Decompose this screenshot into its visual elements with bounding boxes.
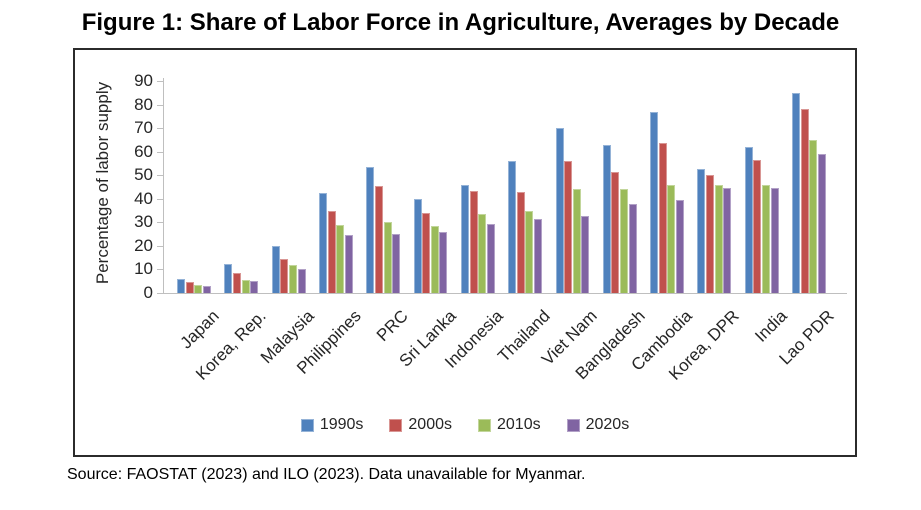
bar-2020s-malaysia (297, 269, 306, 293)
y-tick (157, 198, 163, 200)
y-tick (157, 222, 163, 224)
y-tick (157, 293, 163, 294)
bar-1990s-sri-lanka (413, 198, 422, 293)
x-axis-line (163, 293, 847, 294)
chart-frame: Percentage of labor supply 0 10 20 30 40 50 60… (73, 48, 857, 457)
bar-2010s-sri-lanka (430, 225, 439, 293)
bar-2000s-lao-pdr (800, 109, 809, 293)
y-tick (157, 104, 163, 106)
source-note: Source: FAOSTAT (2023) and ILO (2023). D… (67, 466, 586, 483)
bar-1990s-india (744, 147, 753, 293)
bar-2020s-lao-pdr (817, 154, 826, 293)
bar-2010s-malaysia (288, 264, 297, 293)
bar-1990s-prc (366, 167, 375, 293)
bar-2020s-prc (392, 234, 401, 293)
bar-2000s-indonesia (469, 190, 478, 293)
y-tick (157, 245, 163, 247)
bar-2000s-japan (185, 282, 194, 293)
bar-2000s-bangladesh (611, 171, 620, 293)
bar-2000s-korea-dpr (706, 175, 714, 293)
bar-2010s-cambodia (667, 184, 676, 293)
bar-1990s-thailand (508, 161, 517, 293)
plot-area: 0 10 20 30 40 50 60 70 80 90 Japan Korea, Rep. Malay… (75, 50, 855, 455)
bar-2010s-thailand (525, 210, 534, 293)
y-tick-label: 0 (143, 283, 153, 302)
y-tick (157, 175, 163, 177)
y-tick (157, 128, 163, 130)
legend-item-2000s: 2000s (389, 416, 452, 434)
bar-2000s-korea-rep (233, 273, 241, 293)
y-tick-label: 40 (134, 188, 153, 208)
bar-2020s-korea-dpr (723, 188, 732, 293)
bar-2000s-sri-lanka (422, 212, 431, 293)
y-tick-label: 70 (134, 118, 153, 138)
bar-2020s-indonesia (486, 223, 495, 293)
bar-2000s-india (753, 159, 762, 293)
legend-label-2020s: 2020s (585, 416, 630, 433)
bar-2000s-thailand (516, 191, 525, 293)
bar-2010s-philippines (336, 224, 345, 293)
bar-2010s-korea-rep (241, 280, 250, 293)
bar-2020s-india (770, 188, 779, 293)
legend-swatch-2000s (389, 418, 403, 432)
bar-2020s-cambodia (675, 200, 684, 293)
figure-title: Figure 1: Share of Labor Force in Agricu… (81, 9, 840, 36)
bar-2010s-korea-dpr (714, 184, 723, 293)
y-tick-label: 80 (134, 94, 153, 114)
bar-2000s-philippines (327, 210, 336, 293)
bar-2020s-philippines (344, 235, 353, 293)
bar-1990s-bangladesh (602, 144, 611, 293)
bar-1990s-korea-dpr (697, 169, 706, 293)
bar-1990s-indonesia (460, 184, 469, 293)
bar-2010s-lao-pdr (809, 139, 818, 293)
bar-2000s-cambodia (658, 143, 667, 293)
y-tick-label: 10 (134, 259, 153, 279)
bar-1990s-cambodia (650, 111, 659, 293)
y-tick-label: 60 (134, 141, 153, 161)
y-tick-label: 90 (134, 71, 153, 90)
bar-2010s-japan (194, 284, 203, 293)
legend-item-2010s: 2010s (478, 416, 541, 434)
bar-1990s-malaysia (271, 245, 280, 293)
legend-label-1990s: 1990s (319, 416, 364, 433)
legend-swatch-2020s (566, 418, 580, 432)
bar-2010s-viet-nam (572, 189, 581, 293)
bar-2020s-viet-nam (581, 216, 590, 293)
y-tick-label: 50 (134, 165, 153, 185)
bar-2000s-malaysia (280, 258, 289, 293)
chart-legend: 1990s 2000s 2010s 2020s (75, 416, 855, 434)
bar-2000s-prc (374, 185, 383, 293)
y-axis-line (163, 78, 164, 293)
legend-swatch-2010s (478, 418, 491, 432)
legend-swatch-1990s (300, 418, 314, 432)
bar-1990s-viet-nam (555, 128, 564, 293)
bar-2020s-thailand (534, 218, 542, 293)
bar-2020s-bangladesh (628, 203, 637, 293)
bar-1990s-japan (177, 278, 186, 293)
legend-item-1990s: 1990s (300, 416, 364, 434)
y-tick (157, 269, 163, 271)
bar-2000s-viet-nam (564, 161, 573, 293)
bar-2010s-indonesia (478, 214, 487, 293)
bar-1990s-korea-rep (224, 263, 233, 293)
bar-2020s-japan (202, 285, 211, 293)
legend-label-2000s: 2000s (408, 416, 452, 433)
bar-2020s-korea-rep (250, 281, 259, 293)
y-tick (157, 151, 163, 153)
bar-2010s-prc (383, 222, 392, 293)
y-tick (157, 81, 163, 82)
legend-label-2010s: 2010s (497, 416, 541, 433)
y-tick-label: 20 (134, 235, 153, 255)
bar-2010s-bangladesh (620, 189, 628, 293)
bar-1990s-philippines (319, 192, 327, 293)
legend-item-2020s: 2020s (566, 416, 630, 434)
bar-2010s-india (761, 184, 770, 293)
y-tick-label: 30 (134, 212, 153, 232)
bar-1990s-lao-pdr (792, 92, 800, 293)
bar-2020s-sri-lanka (439, 231, 448, 293)
